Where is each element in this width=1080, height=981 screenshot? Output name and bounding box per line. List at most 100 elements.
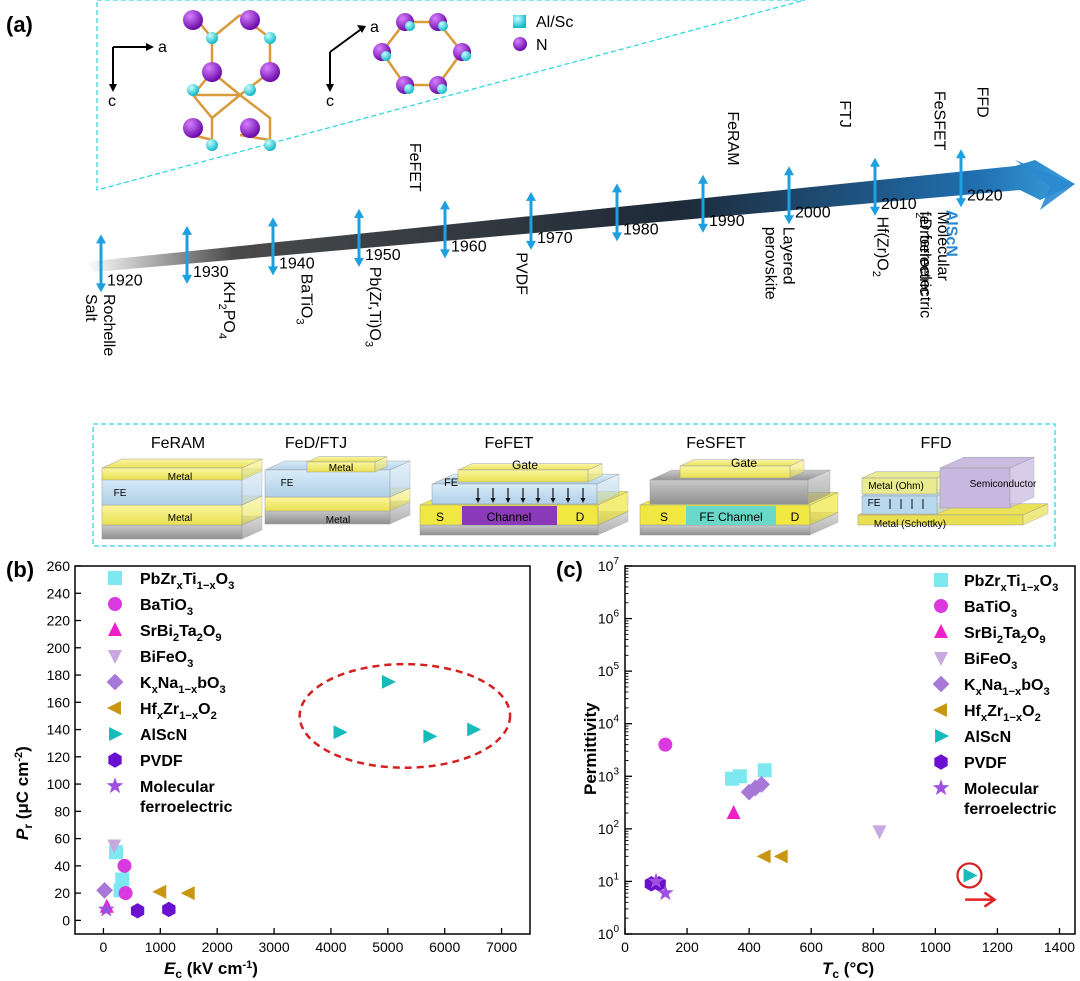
chart-b-x-tick-label: 4000 [315, 939, 346, 955]
timeline-above-1: FeRAM [724, 111, 741, 165]
fefet-s-label: S [436, 510, 444, 524]
ftj-top-label: Metal [329, 463, 353, 474]
timeline-above-4: FFD [974, 87, 991, 118]
ffd-fe-label: FE [868, 498, 881, 509]
ffd-bottom-metal-side [1022, 503, 1049, 526]
axis-c-label-1: c [108, 93, 116, 110]
timeline: 1920 1930 1940 1950 1960 1970 1980 1990 2000 2010… [82, 87, 1075, 356]
fesfet-d-label: D [791, 510, 800, 524]
chart-c-point-star [657, 884, 674, 901]
tick-arrow-up-icon [354, 208, 364, 218]
device-title-fesfet: FeSFET [686, 435, 746, 452]
fesfet-fe-channel [686, 506, 776, 525]
polarization-arrow-head-icon [505, 498, 511, 503]
ftj-fe-front [264, 469, 391, 498]
chart-c-x-tick-label: 1000 [920, 939, 951, 955]
chart-b-x-tick-label: 2000 [202, 939, 233, 955]
chart-b-legend-label: KxNa1−xbO3 [140, 675, 226, 696]
timeline-year-1970: 1970 [537, 230, 573, 247]
axis-a-label-1: a [158, 39, 167, 56]
chart-b-x-axis-label: Ec (kV cm-1) [164, 959, 258, 981]
chart-c-point-triangle-down [872, 825, 887, 840]
device-title-ftj: FeD/FTJ [285, 435, 347, 452]
chart-b-x-tick-label: 6000 [429, 939, 460, 955]
tick-arrow-down-icon [784, 215, 794, 225]
feram-fe-label: FE [114, 488, 127, 499]
chart-c-y-tick-label: 101 [598, 871, 620, 889]
ffd-semi-label: Semiconductor [970, 479, 1037, 490]
axis-c-label-2: c [326, 93, 334, 110]
chart-c-legend-label: BiFeO3 [964, 651, 1017, 672]
crystal-inset-frame [96, 0, 806, 191]
highlight-ellipse [298, 662, 512, 769]
panel-b-label: (b) [6, 557, 34, 582]
chart-b-point-triangle-right [423, 729, 438, 744]
tick-arrow-down-icon [268, 266, 278, 276]
chart-b-plot-area [74, 565, 531, 935]
panel-a: (a) [6, 0, 1075, 547]
feram-top-metal [101, 458, 263, 481]
chart-b-legend-label: SrBi2Ta2O9 [140, 623, 222, 644]
fesfet-s-label: S [660, 510, 668, 524]
ffd-semiconductor [939, 456, 1035, 509]
chart-c-legend-label: SrBi2Ta2O9 [964, 625, 1046, 646]
timeline-year-1980: 1980 [623, 221, 659, 238]
timeline-below-4: PVDF [512, 252, 529, 295]
timeline-below-0-word-0: Rochelle [100, 294, 117, 356]
legend-al-sc: Al/Sc [536, 14, 573, 31]
chart-c-legend-marker [932, 675, 950, 693]
chart-c-x-axis-label: Tc (°C) [822, 959, 874, 981]
ftj-top-metal [306, 456, 388, 473]
timeline-year-1940: 1940 [279, 255, 315, 272]
tick-arrow-down-icon [526, 240, 536, 250]
chart-b-y-tick-label: 60 [54, 831, 70, 847]
timeline-year-1950: 1950 [365, 247, 401, 264]
chart-b-y-axis-label: Pr (μC cm-2) [13, 746, 35, 840]
chart-b-y-tick-label: 20 [54, 885, 70, 901]
feram-top-metal-top [101, 458, 263, 469]
polarization-arrow-head-icon [565, 498, 571, 503]
axis-arrows-side [109, 43, 154, 92]
chart-c-legend-marker [934, 623, 948, 638]
chart-c-legend-label: Molecular [964, 781, 1039, 798]
chart-b-y-tick-label: 100 [47, 776, 71, 792]
ftj-fe-side [389, 460, 411, 498]
chart-b-legend-label: Molecular [140, 779, 215, 796]
tick-arrow-down-icon [698, 223, 708, 233]
chart-c-y-tick-label: 103 [598, 766, 620, 784]
panel-a-label: (a) [6, 12, 33, 37]
polarization-arrow-head-icon [535, 498, 541, 503]
fesfet-sd-layer-side [809, 492, 839, 526]
timeline-below-5-word-0: Layered [779, 227, 796, 285]
chart-b-point-hexagon [130, 903, 145, 919]
timeline-below-2: BaTiO3 [294, 274, 315, 325]
chart-c-point-circle [658, 737, 673, 752]
fefet-gate [457, 463, 603, 483]
chart-b-y-tick-label: 80 [54, 803, 70, 819]
timeline-below-7: 2D ferroelectric [913, 212, 934, 318]
chart-b-y-tick-label: 200 [47, 640, 71, 656]
chart-b-point-triangle-right [381, 674, 396, 689]
timeline-below-0-word-1: Salt [82, 294, 99, 322]
chart-c-x-tick-label: 1400 [1044, 939, 1075, 955]
fefet-channel [462, 506, 557, 525]
chart-b-x-tick-label: 0 [100, 939, 108, 955]
fefet-substrate-front [419, 524, 599, 536]
timeline-below-3: Pb(Zr,Ti)O3 [362, 267, 383, 347]
chart-b-x-tick-label: 7000 [486, 939, 517, 955]
fefet-d-label: D [576, 510, 585, 524]
tick-arrow-down-icon [956, 198, 966, 208]
chart-b-legend-label: BaTiO3 [140, 597, 193, 618]
chart-b-legend-marker [108, 571, 122, 585]
tick-arrow-down-icon [354, 257, 364, 267]
chart-b-x-tick-label: 3000 [258, 939, 289, 955]
polarization-arrow-head-icon [550, 498, 556, 503]
chart-b-legend-marker [109, 727, 124, 741]
chart-b-point-circle [117, 858, 132, 873]
chart-b-point-triangle-right [467, 722, 482, 737]
ftj-bottom-label: Metal [326, 515, 350, 526]
chart-b-legend-label-2: ferroelectric [140, 799, 233, 816]
polarization-arrow-head-icon [520, 498, 526, 503]
crystal-legend: Al/Sc N [513, 14, 573, 54]
chart-c-y-tick-label: 107 [598, 556, 620, 574]
